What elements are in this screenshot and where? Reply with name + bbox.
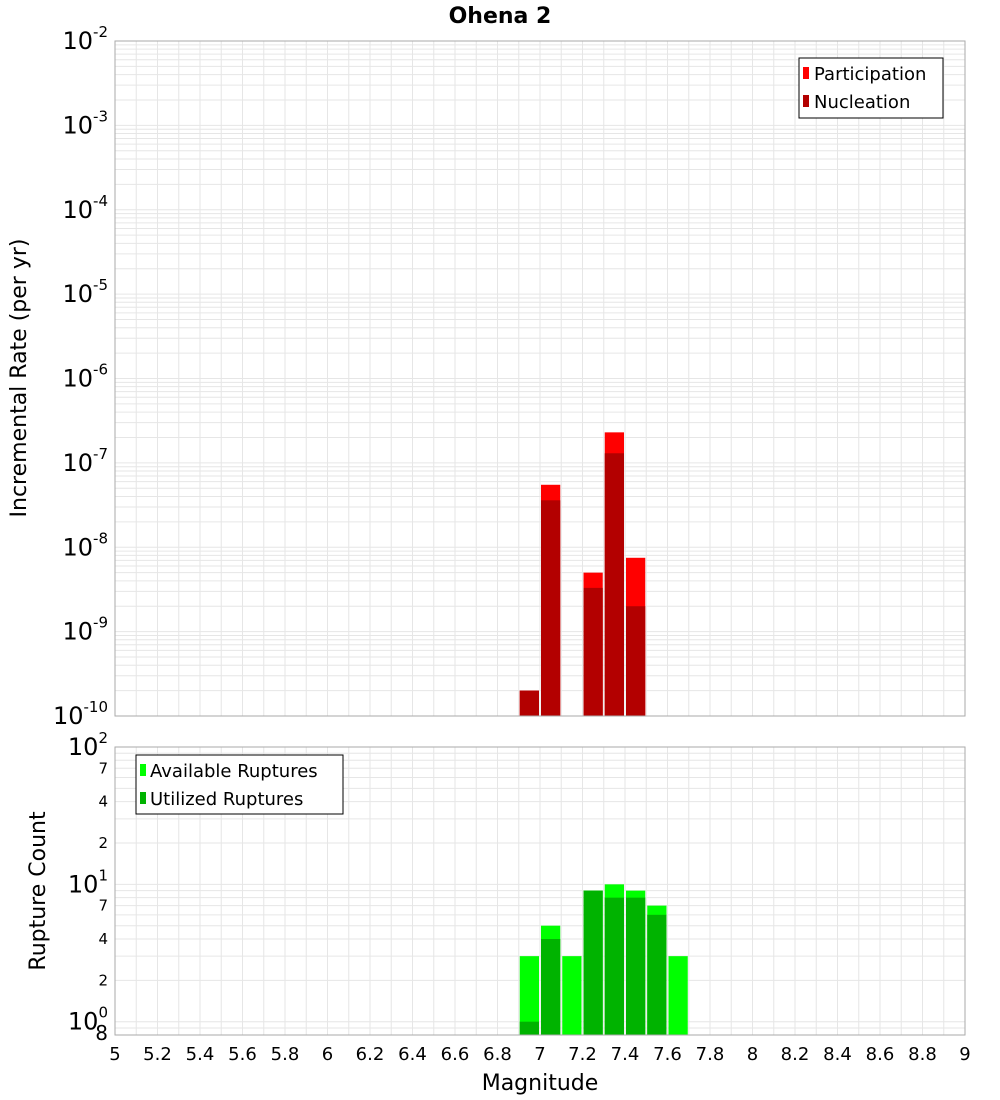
bottom-y-tick-label: 2 <box>98 834 108 852</box>
utilized-ruptures-bar <box>626 897 646 1035</box>
x-tick-label: 7.4 <box>611 1044 640 1065</box>
x-tick-label: 5.8 <box>271 1044 300 1065</box>
bottom-y-tick-label: 8 <box>95 1021 108 1045</box>
bottom-legend-box <box>135 754 344 815</box>
nucleation-bar <box>519 690 539 716</box>
top-y-tick-label: 10-7 <box>62 445 108 477</box>
top-y-tick-label: 10-10 <box>53 698 108 730</box>
x-tick-label: 5.6 <box>228 1044 257 1065</box>
legend-swatch-available <box>140 764 146 776</box>
x-tick-label: 8.2 <box>781 1044 810 1065</box>
x-tick-label: 6.2 <box>356 1044 385 1065</box>
top-y-tick-label: 10-6 <box>62 361 108 393</box>
top-y-tick-label: 10-4 <box>62 192 108 224</box>
legend-label-available: Available Ruptures <box>150 761 318 782</box>
nucleation-bar <box>626 606 646 716</box>
x-tick-label: 8.4 <box>823 1044 852 1065</box>
top-legend-box <box>798 57 944 119</box>
top-plot-frame <box>114 40 966 717</box>
bottom-y-tick-label: 101 <box>68 866 108 898</box>
top-y-tick-label: 10-9 <box>62 614 108 646</box>
x-tick-label: 5.4 <box>186 1044 215 1065</box>
legend-label-nucleation: Nucleation <box>814 92 910 113</box>
x-tick-label: 6 <box>322 1044 333 1065</box>
top-y-tick-label: 10-8 <box>62 529 108 561</box>
top-y-axis-label: Incremental Rate (per yr) <box>7 239 32 518</box>
legend-swatch-nucleation <box>803 95 809 107</box>
bottom-y-tick-label: 4 <box>98 793 108 811</box>
utilized-ruptures-bar <box>647 914 667 1035</box>
bottom-y-tick-label: 2 <box>98 971 108 989</box>
x-tick-label: 8 <box>747 1044 758 1065</box>
utilized-ruptures-bar <box>519 1021 539 1035</box>
utilized-ruptures-bar <box>541 939 561 1035</box>
bottom-y-tick-label: 7 <box>98 897 108 915</box>
top-y-tick-labels: 10-2 10-3 10-4 10-5 10-6 10-7 10-8 10-9 10-10 <box>53 23 108 730</box>
top-plot-grid <box>115 41 966 716</box>
bottom-y-tick-label: 102 <box>68 729 108 761</box>
x-tick-labels: 5 5.2 5.4 5.6 5.8 6 6.2 6.4 6.6 6.8 7 7.2 7.4 7.6 7.8 8… <box>109 1044 970 1065</box>
utilized-ruptures-bar <box>583 890 603 1035</box>
x-tick-label: 7.6 <box>653 1044 682 1065</box>
bottom-plot-frame <box>114 746 966 1036</box>
bottom-y-axis-label: Rupture Count <box>26 811 51 971</box>
x-tick-label: 7.2 <box>568 1044 597 1065</box>
bottom-plot-bars <box>519 884 688 1035</box>
top-y-tick-label: 10-3 <box>62 107 108 139</box>
top-y-tick-label: 10-2 <box>62 23 108 55</box>
available-ruptures-bar <box>668 956 688 1035</box>
top-legend: Participation Nucleation <box>798 57 944 119</box>
available-ruptures-bar <box>519 956 539 1035</box>
x-tick-label: 6.6 <box>441 1044 470 1065</box>
x-tick-label: 9 <box>959 1044 970 1065</box>
nucleation-bar <box>541 500 561 716</box>
x-tick-label: 8.8 <box>908 1044 937 1065</box>
x-tick-label: 6.4 <box>398 1044 427 1065</box>
x-tick-label: 7 <box>534 1044 545 1065</box>
bottom-y-tick-label: 4 <box>98 930 108 948</box>
x-tick-label: 5 <box>109 1044 120 1065</box>
top-plot-bars <box>519 432 646 716</box>
available-ruptures-bar <box>562 956 582 1035</box>
nucleation-bar <box>583 587 603 716</box>
chart-title: Ohena 2 <box>449 4 552 29</box>
legend-label-utilized: Utilized Ruptures <box>150 789 303 810</box>
x-tick-label: 5.2 <box>143 1044 172 1065</box>
x-axis-label: Magnitude <box>482 1071 599 1096</box>
bottom-y-tick-label: 100 <box>68 1004 108 1036</box>
utilized-ruptures-bar <box>604 897 624 1035</box>
legend-label-participation: Participation <box>814 64 926 85</box>
x-tick-label: 6.8 <box>483 1044 512 1065</box>
x-tick-label: 7.8 <box>696 1044 725 1065</box>
bottom-legend: Available Ruptures Utilized Ruptures <box>135 754 344 815</box>
legend-swatch-utilized <box>140 792 146 804</box>
top-y-tick-label: 10-5 <box>62 276 108 308</box>
x-tick-label: 8.6 <box>866 1044 895 1065</box>
legend-swatch-participation <box>803 67 809 79</box>
bottom-y-tick-label: 7 <box>98 759 108 777</box>
nucleation-bar <box>604 453 624 716</box>
